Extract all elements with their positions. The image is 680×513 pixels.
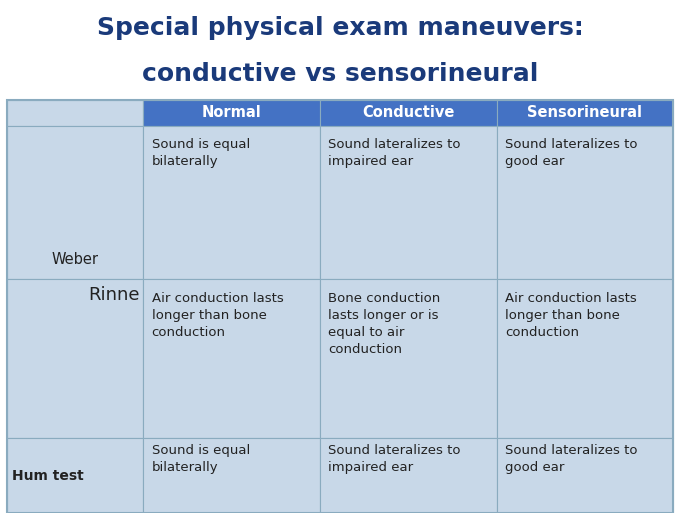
Text: Air conduction lasts
longer than bone
conduction: Air conduction lasts longer than bone co… xyxy=(152,292,284,339)
Text: Conductive: Conductive xyxy=(362,105,454,121)
Text: Sound is equal
bilaterally: Sound is equal bilaterally xyxy=(152,138,250,168)
Text: Special physical exam maneuvers:: Special physical exam maneuvers: xyxy=(97,16,583,40)
Bar xyxy=(143,280,320,439)
Bar xyxy=(320,100,496,126)
Text: Sound lateralizes to
impaired ear: Sound lateralizes to impaired ear xyxy=(328,444,460,475)
Text: Normal: Normal xyxy=(202,105,262,121)
Bar xyxy=(320,126,496,280)
Text: Rinne: Rinne xyxy=(88,286,140,304)
Text: Sound lateralizes to
good ear: Sound lateralizes to good ear xyxy=(505,138,637,168)
Text: Air conduction lasts
longer than bone
conduction: Air conduction lasts longer than bone co… xyxy=(505,292,636,339)
Bar xyxy=(496,280,673,439)
Bar xyxy=(7,126,143,280)
Bar xyxy=(7,100,143,126)
Bar xyxy=(143,439,320,513)
Text: Weber: Weber xyxy=(52,252,99,267)
Text: Sensorineural: Sensorineural xyxy=(528,105,643,121)
Bar xyxy=(496,126,673,280)
Bar xyxy=(7,280,143,439)
Bar xyxy=(320,439,496,513)
Text: Sound lateralizes to
good ear: Sound lateralizes to good ear xyxy=(505,444,637,475)
Bar xyxy=(143,100,320,126)
Bar xyxy=(320,280,496,439)
Bar xyxy=(7,100,673,513)
Bar xyxy=(7,439,143,513)
Text: conductive vs sensorineural: conductive vs sensorineural xyxy=(142,62,538,86)
Bar xyxy=(0,0,680,100)
Bar xyxy=(496,439,673,513)
Bar xyxy=(496,100,673,126)
Bar xyxy=(143,126,320,280)
Text: Bone conduction
lasts longer or is
equal to air
conduction: Bone conduction lasts longer or is equal… xyxy=(328,292,441,356)
Text: Sound lateralizes to
impaired ear: Sound lateralizes to impaired ear xyxy=(328,138,460,168)
Text: Hum test: Hum test xyxy=(12,469,84,483)
Bar xyxy=(7,100,673,513)
Text: Sound is equal
bilaterally: Sound is equal bilaterally xyxy=(152,444,250,475)
